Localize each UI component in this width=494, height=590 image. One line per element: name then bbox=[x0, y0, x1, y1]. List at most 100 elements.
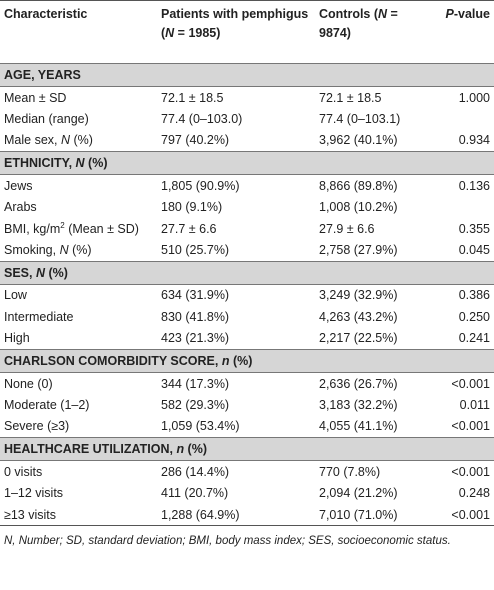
table-cell: 411 (20.7%) bbox=[161, 486, 229, 501]
table-cell: High bbox=[4, 331, 30, 346]
table-cell: 2,758 (27.9%) bbox=[319, 243, 398, 258]
data-row: Severe (≥3) 1,059 (53.4%) 4,055 (41.1%) <0.… bbox=[0, 416, 494, 438]
table-cell: 423 (21.3%) bbox=[161, 331, 230, 346]
column-header: Patients with pemphigus (N = 1985) bbox=[157, 1, 315, 64]
table-cell: 1,059 (53.4%) bbox=[161, 419, 240, 434]
footnote: N, Number; SD, standard deviation; BMI, … bbox=[4, 535, 451, 548]
table-cell: Male sex, N (%) bbox=[0, 130, 157, 152]
text-run: = 9874) bbox=[319, 7, 398, 40]
data-row: BMI, kg/m2 (Mean ± SD) 27.7 ± 6.6 27.9 ± 6… bbox=[0, 218, 494, 239]
table-cell: 0 visits bbox=[4, 464, 43, 479]
table-cell: Low bbox=[4, 288, 27, 303]
table-cell: 0.248 bbox=[458, 486, 490, 501]
table-cell: 2,217 (22.5%) bbox=[319, 331, 398, 346]
data-row: 1–12 visits 411 (20.7%) 2,094 (21.2%) 0.248 bbox=[0, 482, 494, 503]
table-cell: 7,010 (71.0%) bbox=[315, 503, 435, 527]
text-run: = 1985) bbox=[174, 26, 221, 40]
table-cell: 3,249 (32.9%) bbox=[319, 288, 398, 303]
section-title: HEALTHCARE UTILIZATION, n (%) bbox=[0, 437, 494, 462]
table-cell: 634 (31.9%) bbox=[161, 288, 230, 303]
table-cell bbox=[435, 197, 494, 218]
table-cell: 0.250 bbox=[458, 309, 490, 324]
text-run: Smoking, bbox=[4, 243, 60, 258]
text-run: (%) bbox=[45, 265, 68, 280]
table-cell: 4,263 (43.2%) bbox=[319, 309, 398, 324]
table-cell: 3,183 (32.2%) bbox=[319, 397, 398, 412]
table-header: Characteristic Patients with pemphigus (N… bbox=[0, 0, 494, 64]
text-run: (Mean ± SD) bbox=[64, 222, 139, 237]
table-cell: Jews bbox=[4, 178, 33, 193]
data-row: ≥13 visits 1,288 (64.9%) 7,010 (71.0%) <0.0… bbox=[0, 503, 494, 527]
table-cell: 286 (14.4%) bbox=[161, 464, 230, 479]
table-cell: 27.7 ± 6.6 bbox=[161, 221, 217, 236]
section-row: AGE, YEARS bbox=[0, 63, 494, 87]
superscript: 2 bbox=[60, 221, 65, 231]
section-row: HEALTHCARE UTILIZATION, n (%) bbox=[0, 437, 494, 462]
table-cell: ≥13 visits bbox=[0, 503, 157, 527]
data-row: Male sex, N (%) 797 (40.2%) 3,962 (40.1%) 0… bbox=[0, 130, 494, 152]
table-cell: 2,094 (21.2%) bbox=[319, 486, 398, 501]
table-cell: 2,636 (26.7%) bbox=[319, 376, 398, 391]
table-cell: 0.136 bbox=[458, 178, 490, 193]
table-cell: 0.011 bbox=[459, 397, 490, 412]
section-title: AGE, YEARS bbox=[0, 63, 494, 87]
table-cell: 77.4 (0–103.0) bbox=[161, 112, 243, 127]
table-cell: Median (range) bbox=[4, 112, 89, 127]
text-run: CHARLSON COMORBIDITY SCORE, bbox=[4, 353, 222, 368]
data-row: Arabs 180 (9.1%) 1,008 (10.2%) bbox=[0, 197, 494, 218]
table-cell: 77.4 (0–103.1) bbox=[319, 112, 401, 127]
italic-run: N bbox=[59, 243, 69, 258]
table-cell: 4,055 (41.1%) bbox=[319, 419, 398, 434]
italic-run: n bbox=[221, 353, 230, 368]
table-cell: Arabs bbox=[4, 200, 37, 215]
table-cell: 582 (29.3%) bbox=[161, 397, 230, 412]
text-run: (%) bbox=[70, 133, 93, 148]
text-run: Controls ( bbox=[319, 7, 379, 21]
table-cell: 72.1 ± 18.5 bbox=[161, 90, 224, 105]
data-row: Smoking, N (%) 510 (25.7%) 2,758 (27.9%) 0.… bbox=[0, 239, 494, 261]
data-row: Median (range) 77.4 (0–103.0) 77.4 (0–103.… bbox=[0, 108, 494, 129]
text-run: HEALTHCARE UTILIZATION, bbox=[4, 442, 177, 457]
table-cell: Moderate (1–2) bbox=[4, 397, 90, 412]
data-row: 0 visits 286 (14.4%) 770 (7.8%) <0.001 bbox=[0, 461, 494, 483]
italic-run: N bbox=[60, 133, 70, 148]
italic-run: N bbox=[35, 265, 45, 280]
table-cell: 0.241 bbox=[458, 331, 490, 346]
text-run: SES, bbox=[4, 265, 36, 280]
data-row: Intermediate 830 (41.8%) 4,263 (43.2%) 0.25… bbox=[0, 306, 494, 327]
table-cell: 72.1 ± 18.5 bbox=[319, 90, 382, 105]
table-cell: 0.045 bbox=[458, 243, 490, 258]
text-run: BMI, kg/m bbox=[4, 222, 61, 237]
table-cell: 797 (40.2%) bbox=[161, 133, 230, 148]
italic-run: N bbox=[75, 156, 85, 171]
column-header: Characteristic bbox=[4, 7, 88, 21]
data-row: Jews 1,805 (90.9%) 8,866 (89.8%) 0.136 bbox=[0, 175, 494, 197]
table-cell: <0.001 bbox=[435, 503, 494, 527]
text-run: -value bbox=[453, 7, 490, 21]
data-row: Low 634 (31.9%) 3,249 (32.9%) 0.386 bbox=[0, 284, 494, 306]
text-run: ETHNICITY, bbox=[4, 156, 76, 171]
column-header: P-value bbox=[435, 1, 494, 64]
column-header: Controls (N = 9874) bbox=[315, 1, 435, 64]
italic-run: N bbox=[165, 26, 175, 40]
table-cell: 830 (41.8%) bbox=[161, 309, 230, 324]
text-run: Male sex, bbox=[4, 133, 61, 148]
table-cell: 1,805 (90.9%) bbox=[161, 178, 240, 193]
text-run: (%) bbox=[229, 353, 253, 368]
data-row: Moderate (1–2) 582 (29.3%) 3,183 (32.2%) 0.… bbox=[0, 394, 494, 415]
data-row: High 423 (21.3%) 2,217 (22.5%) 0.241 bbox=[0, 328, 494, 350]
section-title: ETHNICITY, N (%) bbox=[0, 151, 494, 176]
table-cell: 3,962 (40.1%) bbox=[319, 133, 398, 148]
table-cell: 1,008 (10.2%) bbox=[319, 200, 398, 215]
data-row: None (0) 344 (17.3%) 2,636 (26.7%) <0.001 bbox=[0, 372, 494, 394]
table-cell: <0.001 bbox=[451, 376, 490, 391]
table-cell bbox=[435, 108, 494, 129]
data-row: Mean ± SD 72.1 ± 18.5 72.1 ± 18.5 1.000 bbox=[0, 87, 494, 109]
table-cell: <0.001 bbox=[451, 464, 490, 479]
table-cell: 0.355 bbox=[458, 221, 490, 236]
table-cell: 1.000 bbox=[458, 90, 490, 105]
section-row: SES, N (%) bbox=[0, 260, 494, 285]
table-cell: Mean ± SD bbox=[4, 90, 67, 105]
text-run: (%) bbox=[184, 442, 207, 457]
